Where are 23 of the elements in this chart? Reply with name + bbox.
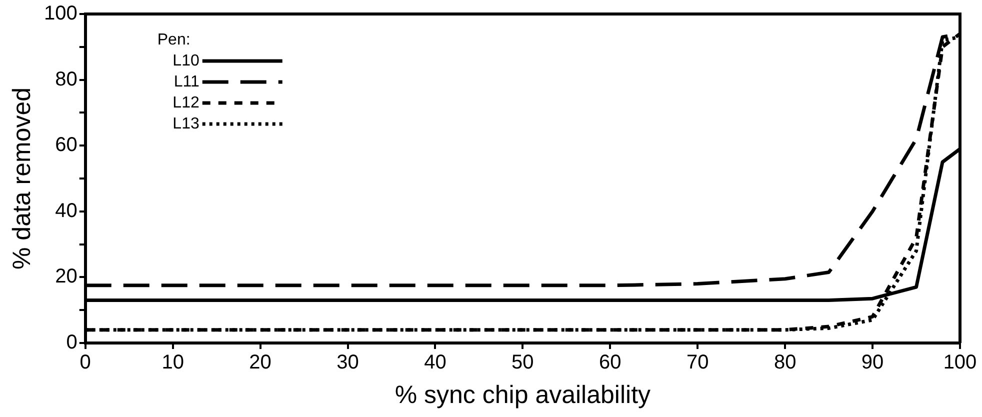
- x-tick-label: 30: [336, 352, 359, 374]
- y-tick-label: 80: [55, 68, 78, 90]
- y-tick-label: 20: [55, 266, 78, 288]
- x-tick-label: 10: [162, 352, 184, 374]
- legend-title: Pen:: [157, 31, 190, 48]
- y-tick-label: 0: [66, 332, 78, 354]
- legend-label: L12: [172, 94, 200, 112]
- x-tick-label: 80: [774, 352, 796, 374]
- x-axis-title: % sync chip availability: [394, 380, 652, 409]
- x-tick-label: 40: [424, 352, 446, 374]
- x-tick-label: 20: [249, 352, 272, 374]
- y-tick-label: 40: [55, 200, 78, 222]
- y-axis-title: % data removed: [8, 87, 36, 270]
- legend-label: L10: [172, 52, 200, 70]
- x-tick-label: 100: [943, 352, 977, 374]
- legend-label: L13: [172, 115, 200, 132]
- x-tick-label: 50: [512, 352, 534, 374]
- x-tick-label: 60: [599, 352, 622, 374]
- legend-label: L11: [174, 73, 200, 90]
- x-tick-label: 90: [861, 352, 884, 374]
- x-tick-label: 70: [686, 352, 709, 374]
- y-tick-label: 100: [44, 2, 78, 25]
- y-tick-label: 60: [55, 134, 78, 156]
